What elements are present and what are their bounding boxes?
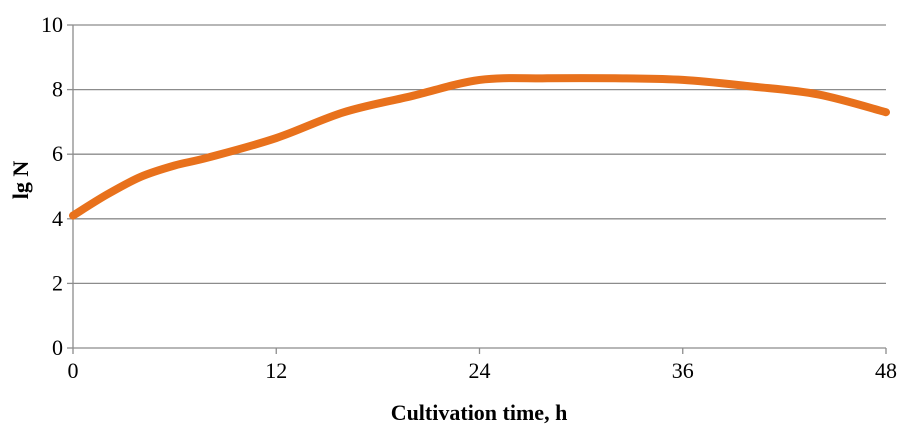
x-tick-label-0: 0 xyxy=(68,358,79,383)
y-tick-label-0: 0 xyxy=(52,335,63,360)
y-axis-title: lg N xyxy=(8,161,33,200)
x-tick-label-24: 24 xyxy=(469,358,491,383)
y-tick-label-10: 10 xyxy=(41,12,63,37)
y-tick-label-8: 8 xyxy=(52,77,63,102)
x-tick-label-48: 48 xyxy=(875,358,897,383)
series-line-0 xyxy=(69,74,890,220)
x-tick-label-12: 12 xyxy=(265,358,287,383)
y-tick-label-6: 6 xyxy=(52,141,63,166)
x-tick-label-36: 36 xyxy=(672,358,694,383)
x-axis-title: Cultivation time, h xyxy=(391,400,568,425)
series xyxy=(69,74,890,220)
y-tick-label-2: 2 xyxy=(52,270,63,295)
grid-lines xyxy=(73,24,886,285)
y-tick-label-4: 4 xyxy=(52,206,63,231)
axes xyxy=(67,24,887,354)
